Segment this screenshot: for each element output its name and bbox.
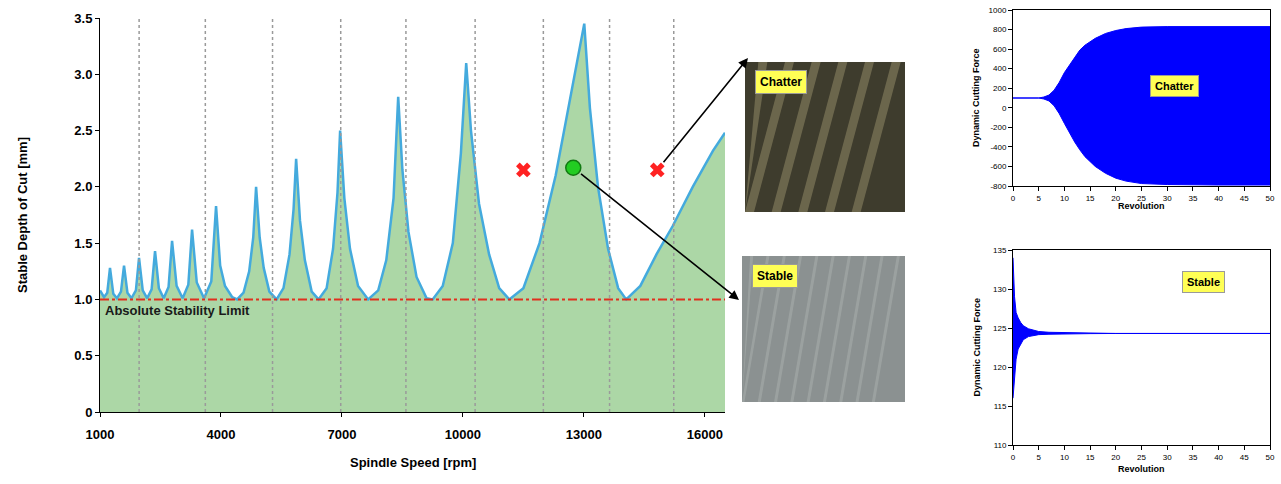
- svg-text:30: 30: [1163, 194, 1172, 203]
- svg-text:Chatter: Chatter: [1155, 80, 1194, 92]
- svg-text:0: 0: [1011, 194, 1016, 203]
- svg-text:3.5: 3.5: [74, 11, 92, 26]
- svg-text:Stable: Stable: [757, 269, 793, 283]
- svg-text:15: 15: [1086, 453, 1095, 462]
- svg-text:10000: 10000: [445, 427, 481, 442]
- svg-text:2.5: 2.5: [74, 123, 92, 138]
- svg-text:3.0: 3.0: [74, 67, 92, 82]
- svg-text:7000: 7000: [327, 427, 356, 442]
- svg-text:115: 115: [994, 402, 1007, 411]
- svg-text:0: 0: [1002, 104, 1007, 113]
- svg-text:45: 45: [1240, 194, 1249, 203]
- svg-text:Dynamic Cutting Force: Dynamic Cutting Force: [972, 298, 982, 397]
- svg-text:0: 0: [1011, 453, 1016, 462]
- svg-text:25: 25: [1137, 194, 1146, 203]
- svg-text:200: 200: [993, 84, 1007, 93]
- svg-text:35: 35: [1188, 453, 1197, 462]
- svg-text:1.0: 1.0: [74, 292, 92, 307]
- svg-text:50: 50: [1266, 194, 1275, 203]
- svg-text:1.5: 1.5: [74, 236, 92, 251]
- svg-text:13000: 13000: [566, 427, 602, 442]
- svg-text:600: 600: [993, 45, 1007, 54]
- svg-text:1000: 1000: [989, 6, 1007, 15]
- svg-text:120: 120: [993, 363, 1007, 372]
- svg-text:800: 800: [993, 25, 1007, 34]
- svg-text:Spindle Speed [rpm]: Spindle Speed [rpm]: [350, 455, 476, 470]
- svg-text:20: 20: [1111, 453, 1120, 462]
- svg-text:4000: 4000: [207, 427, 236, 442]
- svg-text:125: 125: [993, 324, 1007, 333]
- svg-text:35: 35: [1188, 194, 1197, 203]
- svg-text:30: 30: [1163, 453, 1172, 462]
- svg-text:15: 15: [1086, 194, 1095, 203]
- svg-text:40: 40: [1214, 194, 1223, 203]
- svg-text:20: 20: [1111, 194, 1120, 203]
- svg-text:110: 110: [994, 441, 1007, 450]
- svg-text:45: 45: [1240, 453, 1249, 462]
- svg-text:-800: -800: [990, 182, 1007, 191]
- svg-text:10: 10: [1060, 453, 1069, 462]
- svg-text:Revolution: Revolution: [1118, 201, 1165, 211]
- svg-text:2.0: 2.0: [74, 179, 92, 194]
- svg-text:0.5: 0.5: [74, 348, 92, 363]
- svg-text:25: 25: [1137, 453, 1146, 462]
- svg-text:5: 5: [1036, 194, 1041, 203]
- svg-text:135: 135: [993, 246, 1007, 255]
- svg-text:1000: 1000: [86, 427, 115, 442]
- svg-text:-400: -400: [990, 143, 1007, 152]
- svg-text:Absolute Stability Limit: Absolute Stability Limit: [105, 303, 250, 318]
- svg-text:0: 0: [85, 405, 92, 420]
- svg-text:Revolution: Revolution: [1118, 464, 1165, 474]
- svg-text:-600: -600: [990, 162, 1007, 171]
- svg-text:Stable: Stable: [1187, 276, 1220, 288]
- svg-text:Dynamic Cutting Force: Dynamic Cutting Force: [971, 48, 981, 147]
- svg-text:10: 10: [1060, 194, 1069, 203]
- svg-text:5: 5: [1036, 453, 1041, 462]
- svg-text:Stable Depth of Cut [mm]: Stable Depth of Cut [mm]: [15, 137, 30, 293]
- svg-text:400: 400: [993, 64, 1007, 73]
- svg-text:40: 40: [1214, 453, 1223, 462]
- svg-text:50: 50: [1266, 453, 1275, 462]
- svg-text:130: 130: [993, 285, 1007, 294]
- svg-text:Chatter: Chatter: [760, 75, 802, 89]
- svg-text:16000: 16000: [687, 427, 723, 442]
- svg-text:-200: -200: [990, 123, 1007, 132]
